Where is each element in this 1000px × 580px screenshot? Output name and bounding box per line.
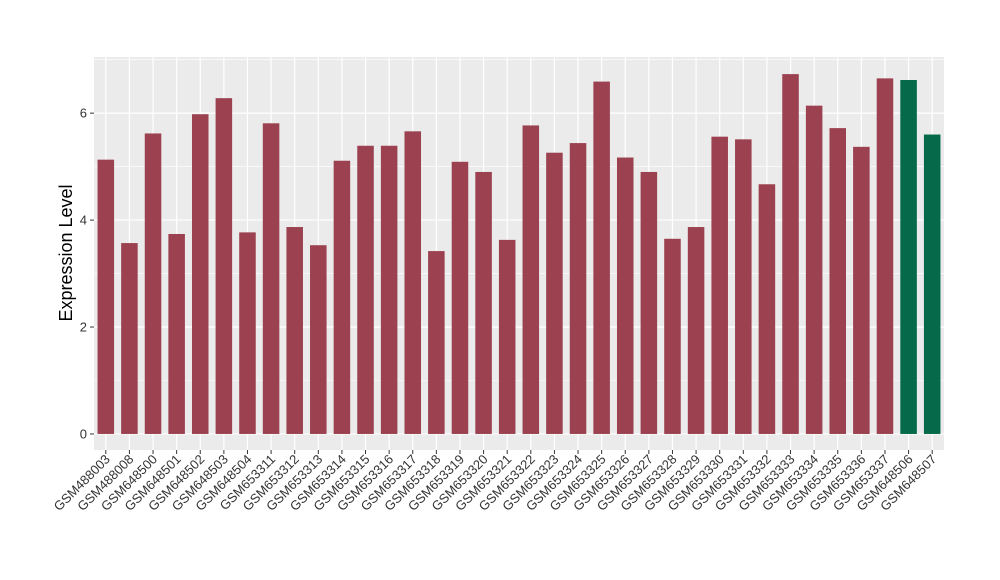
bar-gsm653325 — [593, 81, 610, 434]
minor-gridlines — [94, 59, 944, 381]
bar-gsm653330 — [711, 136, 728, 434]
bar-gsm653327 — [640, 171, 658, 434]
bar-gsm648500 — [144, 133, 162, 434]
bar-gsm653323 — [546, 152, 563, 434]
x-axis-ticks: GSM488003GSM488008GSM648500GSM648501GSM6… — [51, 450, 939, 514]
bar-gsm653336 — [853, 146, 870, 434]
bar-gsm653334 — [805, 105, 823, 434]
bar-gsm648506 — [900, 79, 917, 434]
bar-gsm653317 — [404, 131, 422, 434]
bar-gsm653316 — [380, 145, 398, 434]
bar-gsm653318 — [428, 251, 445, 434]
y-tick-label: 0 — [80, 426, 87, 441]
y-tick-label: 4 — [80, 213, 87, 228]
y-tick-label: 6 — [80, 106, 87, 121]
bar-gsm653322 — [522, 125, 540, 434]
bar-gsm653326 — [616, 157, 634, 434]
plot-panel — [94, 57, 944, 450]
bar-gsm653319 — [451, 161, 469, 434]
bar-gsm653328 — [664, 238, 681, 434]
bar-gsm488008 — [121, 243, 138, 434]
bar-gsm488003 — [97, 159, 115, 434]
bar-gsm653333 — [782, 74, 799, 434]
bar-gsm648503 — [215, 98, 233, 434]
bar-gsm653315 — [357, 145, 374, 434]
bar-gsm653320 — [475, 171, 492, 434]
bars — [97, 74, 941, 434]
bar-gsm653313 — [310, 245, 327, 434]
bar-gsm653332 — [758, 184, 776, 434]
bar-gsm653311 — [262, 123, 280, 434]
y-tick-label: 2 — [80, 320, 87, 335]
bar-gsm648507 — [923, 134, 941, 434]
bar-gsm653329 — [687, 227, 705, 434]
bar-gsm648501 — [168, 233, 185, 434]
bar-gsm653335 — [829, 128, 847, 434]
bar-gsm653312 — [286, 227, 303, 434]
bar-gsm653337 — [876, 78, 894, 434]
bar-gsm648504 — [239, 232, 256, 434]
bar-gsm653321 — [498, 239, 516, 434]
bar-gsm648502 — [191, 114, 209, 434]
bar-gsm653324 — [569, 143, 587, 434]
y-axis-title: Expression Level — [56, 184, 76, 321]
y-axis-ticks: 0 2 4 6 — [80, 106, 94, 441]
bar-gsm653314 — [333, 160, 351, 434]
bar-gsm653331 — [735, 139, 752, 434]
